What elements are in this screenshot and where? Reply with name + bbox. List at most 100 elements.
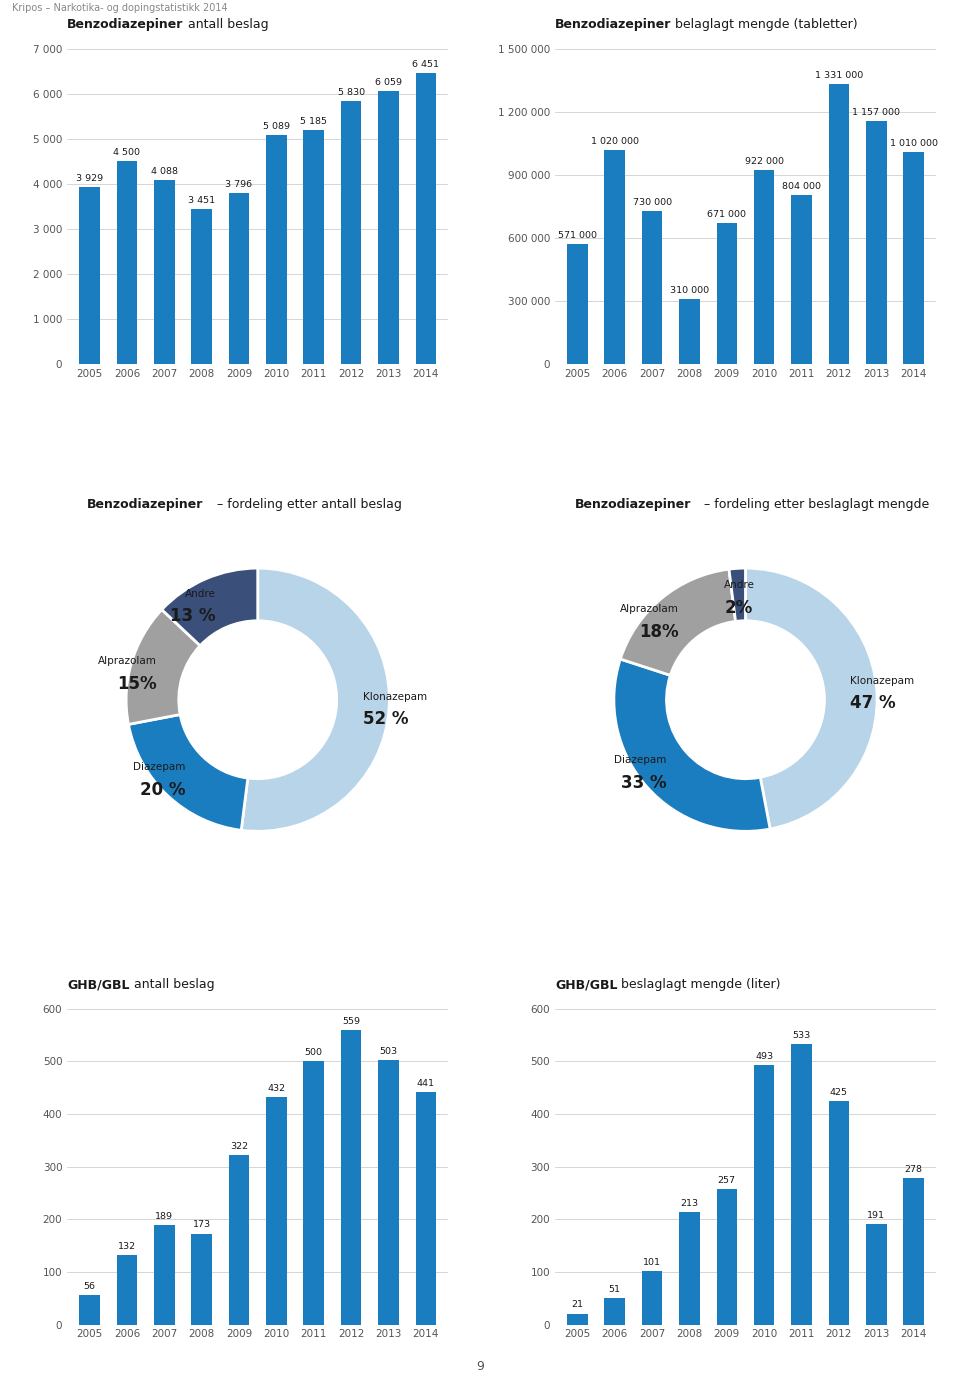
Text: 310 000: 310 000 bbox=[670, 286, 709, 295]
Text: 2%: 2% bbox=[725, 599, 753, 617]
Bar bbox=[191, 1233, 212, 1325]
Bar bbox=[754, 171, 775, 365]
Bar bbox=[567, 244, 588, 365]
Text: 213: 213 bbox=[681, 1200, 699, 1208]
Text: 730 000: 730 000 bbox=[633, 197, 672, 207]
Text: belaglagt mengde (tabletter): belaglagt mengde (tabletter) bbox=[671, 18, 858, 31]
Bar bbox=[828, 85, 850, 365]
Text: 432: 432 bbox=[267, 1085, 285, 1093]
Wedge shape bbox=[129, 714, 248, 831]
Text: Klonazepam: Klonazepam bbox=[851, 675, 915, 685]
Bar bbox=[80, 187, 100, 365]
Text: 441: 441 bbox=[417, 1079, 435, 1089]
Text: 1 331 000: 1 331 000 bbox=[815, 71, 863, 80]
Text: 5 089: 5 089 bbox=[263, 122, 290, 130]
Text: 503: 503 bbox=[379, 1047, 397, 1056]
Text: GHB/GBL: GHB/GBL bbox=[67, 978, 130, 992]
Text: 4 088: 4 088 bbox=[151, 166, 178, 176]
Text: 3 796: 3 796 bbox=[226, 180, 252, 189]
Text: – fordeling etter beslaglagt mengde: – fordeling etter beslaglagt mengde bbox=[701, 498, 929, 512]
Text: antall beslag: antall beslag bbox=[130, 978, 214, 992]
Wedge shape bbox=[746, 569, 877, 829]
Text: 804 000: 804 000 bbox=[782, 182, 821, 191]
Bar bbox=[228, 1155, 250, 1325]
Circle shape bbox=[666, 621, 825, 778]
Text: 56: 56 bbox=[84, 1282, 96, 1291]
Bar bbox=[605, 1298, 625, 1325]
Wedge shape bbox=[241, 569, 390, 831]
Wedge shape bbox=[620, 569, 735, 675]
Text: 33 %: 33 % bbox=[621, 774, 666, 792]
Text: 189: 189 bbox=[156, 1212, 174, 1221]
Text: 671 000: 671 000 bbox=[708, 209, 746, 219]
Text: 559: 559 bbox=[342, 1017, 360, 1026]
Bar bbox=[605, 150, 625, 365]
Text: 425: 425 bbox=[829, 1087, 848, 1097]
Bar bbox=[791, 1044, 812, 1325]
Bar bbox=[679, 300, 700, 365]
Bar bbox=[378, 1060, 398, 1325]
Text: 13 %: 13 % bbox=[171, 608, 216, 626]
Text: 18%: 18% bbox=[638, 623, 679, 641]
Text: beslaglagt mengde (liter): beslaglagt mengde (liter) bbox=[617, 978, 780, 992]
Text: Alprazolam: Alprazolam bbox=[98, 656, 156, 666]
Text: 15%: 15% bbox=[117, 674, 156, 692]
Bar bbox=[716, 223, 737, 365]
Text: 9: 9 bbox=[476, 1361, 484, 1373]
Bar bbox=[154, 180, 175, 365]
Bar bbox=[716, 1189, 737, 1325]
Text: 322: 322 bbox=[230, 1142, 248, 1151]
Bar bbox=[754, 1065, 775, 1325]
Text: Diazepam: Diazepam bbox=[133, 763, 185, 773]
Text: 571 000: 571 000 bbox=[558, 232, 597, 240]
Bar bbox=[642, 1272, 662, 1325]
Text: 191: 191 bbox=[867, 1211, 885, 1221]
Bar bbox=[791, 196, 812, 365]
Text: 6 059: 6 059 bbox=[375, 78, 402, 87]
Wedge shape bbox=[126, 610, 201, 724]
Text: 4 500: 4 500 bbox=[113, 148, 140, 157]
Text: – fordeling etter antall beslag: – fordeling etter antall beslag bbox=[213, 498, 401, 512]
Text: Alprazolam: Alprazolam bbox=[619, 605, 679, 614]
Bar bbox=[866, 1225, 886, 1325]
Bar bbox=[191, 208, 212, 365]
Text: 5 830: 5 830 bbox=[338, 89, 365, 97]
Text: Benzodiazepiner: Benzodiazepiner bbox=[574, 498, 691, 512]
Text: 922 000: 922 000 bbox=[745, 157, 783, 166]
Text: GHB/GBL: GHB/GBL bbox=[555, 978, 617, 992]
Bar bbox=[266, 1097, 287, 1325]
Wedge shape bbox=[613, 659, 770, 831]
Bar bbox=[266, 135, 287, 365]
Text: 1 010 000: 1 010 000 bbox=[890, 139, 938, 147]
Bar bbox=[378, 92, 398, 365]
Text: 257: 257 bbox=[718, 1176, 735, 1184]
Text: 51: 51 bbox=[609, 1284, 621, 1294]
Text: 500: 500 bbox=[304, 1049, 323, 1057]
Bar bbox=[341, 101, 361, 365]
Text: 5 185: 5 185 bbox=[300, 118, 327, 126]
Text: antall beslag: antall beslag bbox=[183, 18, 268, 31]
Text: 1 020 000: 1 020 000 bbox=[590, 136, 638, 146]
Bar bbox=[828, 1101, 850, 1325]
Text: 101: 101 bbox=[643, 1258, 661, 1268]
Text: Andre: Andre bbox=[185, 589, 216, 599]
Text: 6 451: 6 451 bbox=[413, 60, 440, 69]
Text: 278: 278 bbox=[904, 1165, 923, 1175]
Text: 533: 533 bbox=[792, 1031, 810, 1040]
Text: Kripos – Narkotika- og dopingstatistikk 2014: Kripos – Narkotika- og dopingstatistikk … bbox=[12, 4, 228, 14]
Bar bbox=[303, 1061, 324, 1325]
Circle shape bbox=[179, 621, 337, 778]
Bar bbox=[866, 121, 886, 365]
Text: 52 %: 52 % bbox=[363, 710, 408, 728]
Bar bbox=[228, 193, 250, 365]
Bar bbox=[80, 1295, 100, 1325]
Text: 493: 493 bbox=[756, 1051, 773, 1061]
Text: Benzodiazepiner: Benzodiazepiner bbox=[555, 18, 671, 31]
Bar bbox=[154, 1225, 175, 1325]
Text: 173: 173 bbox=[193, 1221, 211, 1229]
Wedge shape bbox=[729, 569, 746, 621]
Bar bbox=[341, 1031, 361, 1325]
Text: Benzodiazepiner: Benzodiazepiner bbox=[86, 498, 203, 512]
Bar bbox=[903, 1178, 924, 1325]
Text: 20 %: 20 % bbox=[140, 781, 185, 799]
